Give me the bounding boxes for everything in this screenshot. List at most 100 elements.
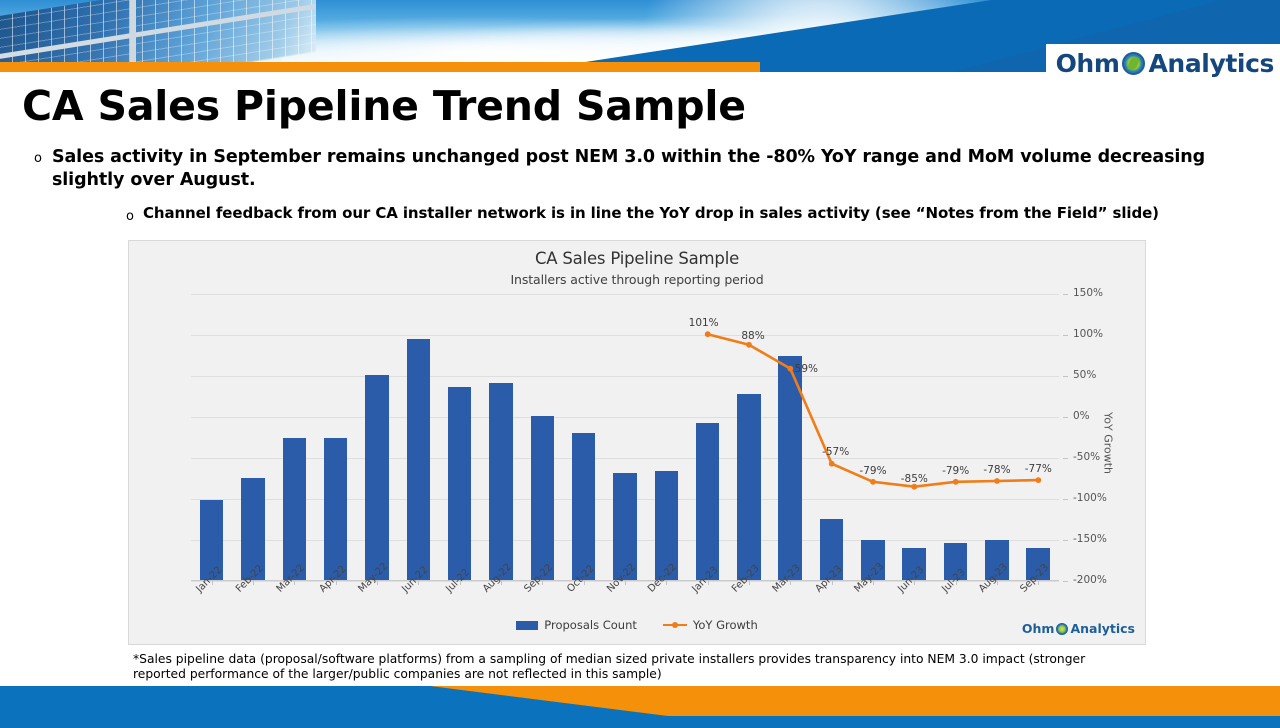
line-marker[interactable]	[994, 478, 1000, 484]
line-marker[interactable]	[1035, 477, 1042, 483]
legend-item-proposals[interactable]: Proposals Count	[516, 618, 637, 632]
watermark-text-analytics: Analytics	[1070, 621, 1135, 636]
x-axis-label-slot: Sep-23	[1018, 562, 1059, 631]
x-axis-label-slot: Jul-22	[439, 567, 480, 631]
x-axis-label-slot: Mar-23	[770, 563, 811, 631]
chart-watermark: Ohm Analytics	[1022, 621, 1135, 636]
x-axis-label-slot: Nov-22	[604, 562, 645, 631]
bullet-list: o Sales activity in September remains un…	[34, 146, 1272, 228]
x-axis-label-slot: Jun-23	[894, 564, 935, 631]
y-axis-tick-label: 0%	[1073, 410, 1090, 422]
x-axis-tick-mark	[790, 580, 792, 585]
line-marker[interactable]	[704, 331, 711, 338]
bar[interactable]	[199, 499, 224, 581]
bar-slot	[728, 294, 769, 581]
data-label: -77%	[1024, 463, 1052, 476]
x-axis-tick-mark	[707, 580, 709, 585]
bar-slot	[480, 294, 521, 581]
chart-legend: Proposals Count YoY Growth	[129, 618, 1145, 632]
x-axis-tick-mark	[914, 580, 916, 585]
bar[interactable]	[571, 432, 596, 581]
watermark-text-ohm: Ohm	[1021, 621, 1055, 636]
y-axis-tick-mark	[1063, 376, 1068, 377]
x-axis-label-slot: Aug-23	[976, 562, 1017, 631]
x-axis-tick-mark	[500, 580, 502, 585]
y-axis-tick-mark	[1063, 417, 1068, 418]
y-axis-title: YoY Growth	[1101, 411, 1115, 474]
ohm-circle-leaf-icon	[1056, 622, 1069, 635]
chart-title: CA Sales Pipeline Sample	[534, 249, 740, 268]
bar[interactable]	[447, 387, 472, 581]
line-marker[interactable]	[746, 341, 752, 348]
x-axis-tick-mark	[1038, 580, 1040, 585]
bar[interactable]	[654, 471, 679, 581]
ohm-circle-leaf-icon	[1122, 51, 1146, 75]
x-axis-tick-mark	[666, 580, 668, 585]
bar[interactable]	[489, 382, 513, 581]
y-axis-tick-label: -200%	[1073, 574, 1107, 586]
y-axis-tick-label: -50%	[1073, 451, 1101, 463]
x-axis-tick-mark	[872, 580, 874, 585]
y-axis-tick-label: -100%	[1073, 492, 1107, 504]
bar[interactable]	[943, 542, 968, 581]
footnote: *Sales pipeline data (proposal/software …	[133, 652, 1086, 681]
bar[interactable]	[241, 478, 265, 581]
bar[interactable]	[861, 540, 885, 581]
bar[interactable]	[695, 423, 720, 581]
bar-slot	[522, 294, 563, 581]
y-axis-tick-mark	[1063, 581, 1068, 582]
line-marker[interactable]	[870, 478, 876, 485]
bar-slot	[811, 294, 852, 581]
y-axis-tick-label: 100%	[1073, 328, 1104, 340]
x-axis-label-slot: May-23	[852, 561, 893, 631]
y-axis-tick-mark	[1063, 458, 1068, 459]
y-axis-tick-label: 150%	[1073, 287, 1104, 299]
bar[interactable]	[282, 437, 307, 581]
bar[interactable]	[985, 540, 1009, 581]
bar[interactable]	[778, 356, 803, 581]
bar[interactable]	[365, 375, 389, 581]
x-axis-tick-mark	[831, 580, 833, 585]
x-axis-tick-mark	[748, 580, 750, 585]
bar[interactable]	[323, 437, 348, 581]
bar-slot	[232, 294, 273, 581]
bar-series	[191, 294, 1059, 581]
x-axis-tick-mark	[996, 580, 998, 585]
bar-slot	[439, 294, 480, 581]
x-axis-labels: Jan-22 Feb-22 Mar-22 Apr-22 May-22 Jun-22 Jul-…	[191, 561, 1059, 631]
x-axis-label-slot: Feb-22	[232, 563, 273, 631]
bar[interactable]	[613, 473, 637, 581]
data-label: -57%	[822, 445, 850, 458]
legend-item-yoy[interactable]: YoY Growth	[662, 618, 758, 632]
bar[interactable]	[530, 416, 555, 581]
y-axis-tick-label: -150%	[1073, 533, 1107, 545]
x-axis-tick-mark	[459, 580, 461, 585]
bar[interactable]	[737, 394, 761, 581]
bar-slot	[770, 294, 811, 581]
plot-area: 101% 88% 59% -57% -79% -85% -79% -78% -77%	[191, 294, 1059, 582]
bar-slot	[191, 294, 232, 581]
line-marker[interactable]	[787, 365, 794, 372]
bar-slot	[274, 294, 315, 581]
x-axis-tick-mark	[624, 580, 626, 585]
y-axis-tick-mark	[1063, 499, 1068, 500]
bar[interactable]	[406, 339, 431, 581]
bullet-level2: o Channel feedback from our CA installer…	[126, 204, 1272, 228]
x-axis-label-slot: May-22	[356, 561, 397, 631]
x-axis-tick-mark	[955, 580, 957, 585]
chart-container: CA Sales Pipeline Sample Installers acti…	[128, 240, 1146, 645]
bar-slot	[1018, 294, 1059, 581]
gridline	[191, 294, 1059, 295]
bar[interactable]	[1026, 547, 1050, 581]
x-axis-label-slot: Dec-22	[646, 562, 687, 631]
line-marker[interactable]	[911, 483, 918, 490]
x-axis-label-slot: Jul-23	[935, 567, 976, 631]
bar-slot	[563, 294, 604, 581]
gridline	[191, 376, 1059, 377]
bar[interactable]	[819, 518, 844, 581]
x-axis-label-slot: Apr-23	[811, 564, 852, 631]
line-marker[interactable]	[952, 478, 959, 485]
bar[interactable]	[902, 547, 927, 581]
line-marker[interactable]	[828, 460, 835, 467]
